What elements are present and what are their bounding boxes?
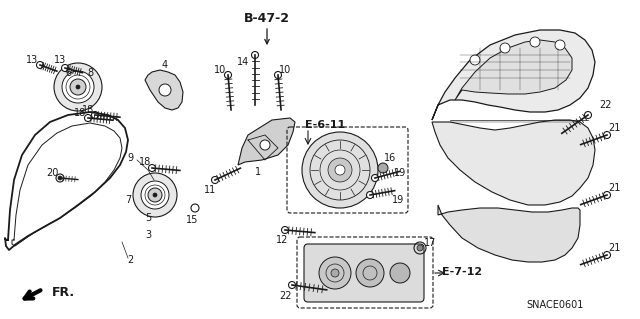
- Text: 9: 9: [127, 153, 133, 163]
- Circle shape: [58, 176, 62, 180]
- Circle shape: [211, 176, 218, 183]
- Text: E-6-11: E-6-11: [305, 120, 345, 130]
- Polygon shape: [432, 120, 595, 205]
- Polygon shape: [145, 70, 183, 110]
- Text: 7: 7: [125, 195, 131, 205]
- Circle shape: [356, 259, 384, 287]
- Circle shape: [225, 71, 232, 78]
- Circle shape: [500, 43, 510, 53]
- Circle shape: [252, 51, 259, 58]
- Text: 18: 18: [82, 105, 94, 115]
- Text: 22: 22: [599, 100, 611, 110]
- Circle shape: [153, 193, 157, 197]
- Circle shape: [604, 191, 611, 198]
- Circle shape: [148, 165, 156, 172]
- Polygon shape: [455, 40, 572, 100]
- Text: 19: 19: [394, 168, 406, 178]
- Text: E-7-12: E-7-12: [442, 267, 482, 277]
- Text: 3: 3: [145, 230, 151, 240]
- Polygon shape: [438, 205, 580, 262]
- Circle shape: [62, 71, 94, 103]
- Text: 22: 22: [279, 291, 291, 301]
- Circle shape: [555, 40, 565, 50]
- Text: B-47-2: B-47-2: [244, 11, 290, 25]
- Circle shape: [335, 165, 345, 175]
- Text: 16: 16: [384, 153, 396, 163]
- Circle shape: [159, 84, 171, 96]
- Circle shape: [417, 245, 423, 251]
- Circle shape: [331, 269, 339, 277]
- Circle shape: [56, 174, 64, 182]
- Text: 8: 8: [87, 68, 93, 78]
- Text: 13: 13: [26, 55, 38, 65]
- Circle shape: [367, 191, 374, 198]
- Text: 1: 1: [255, 167, 261, 177]
- Circle shape: [61, 64, 68, 71]
- Text: SNACE0601: SNACE0601: [526, 300, 584, 310]
- Circle shape: [148, 188, 162, 202]
- Text: 12: 12: [276, 235, 288, 245]
- Text: 15: 15: [186, 215, 198, 225]
- Circle shape: [604, 131, 611, 138]
- Polygon shape: [432, 30, 595, 120]
- Circle shape: [378, 163, 388, 173]
- Text: 21: 21: [608, 123, 620, 133]
- Circle shape: [260, 140, 270, 150]
- FancyBboxPatch shape: [304, 244, 424, 302]
- Circle shape: [470, 55, 480, 65]
- Circle shape: [84, 115, 92, 122]
- Circle shape: [282, 226, 289, 234]
- Circle shape: [319, 257, 351, 289]
- Circle shape: [371, 174, 378, 182]
- Circle shape: [191, 204, 199, 212]
- Text: 10: 10: [279, 65, 291, 75]
- Circle shape: [275, 71, 282, 78]
- Circle shape: [530, 37, 540, 47]
- Text: FR.: FR.: [51, 286, 75, 299]
- Text: 4: 4: [162, 60, 168, 70]
- Text: 21: 21: [608, 183, 620, 193]
- Text: 14: 14: [237, 57, 249, 67]
- Text: 11: 11: [204, 185, 216, 195]
- Text: 18: 18: [139, 157, 151, 167]
- Text: 17: 17: [424, 238, 436, 248]
- Circle shape: [604, 251, 611, 258]
- Text: 21: 21: [608, 243, 620, 253]
- Circle shape: [70, 79, 86, 95]
- Circle shape: [36, 62, 44, 69]
- Circle shape: [584, 112, 591, 118]
- Circle shape: [390, 263, 410, 283]
- Circle shape: [76, 85, 80, 89]
- Text: 20: 20: [46, 168, 58, 178]
- Text: 2: 2: [127, 255, 133, 265]
- Circle shape: [328, 158, 352, 182]
- Circle shape: [289, 281, 296, 288]
- Text: 10: 10: [214, 65, 226, 75]
- Text: 19: 19: [392, 195, 404, 205]
- Polygon shape: [238, 118, 295, 165]
- Circle shape: [302, 132, 378, 208]
- Text: 18: 18: [74, 108, 86, 118]
- Text: 6: 6: [65, 68, 71, 78]
- Circle shape: [133, 173, 177, 217]
- Text: 5: 5: [145, 213, 151, 223]
- Circle shape: [54, 63, 102, 111]
- Circle shape: [92, 112, 99, 118]
- Text: 13: 13: [54, 55, 66, 65]
- Circle shape: [141, 181, 169, 209]
